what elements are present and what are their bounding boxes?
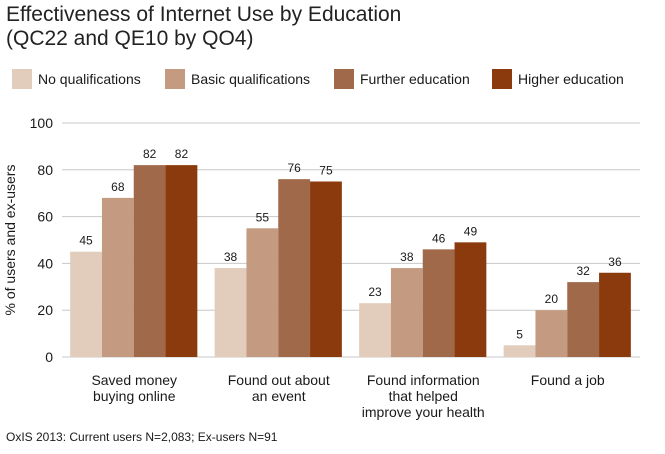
bar [310,181,342,357]
x-category-label: Found information [367,372,480,388]
legend-label: Further education [360,71,470,87]
bar [503,345,536,357]
y-tick-label: 100 [30,115,54,131]
bar [165,165,198,357]
bar [535,310,568,357]
x-category-label: Found a job [531,372,605,388]
bar [214,268,247,357]
data-label: 5 [516,327,523,341]
bar [133,165,166,357]
bar [454,242,487,357]
legend-swatch [12,69,32,89]
data-label: 75 [319,164,333,178]
data-label: 82 [175,147,189,161]
bar [567,282,600,357]
legend-swatch [165,69,185,89]
data-label: 20 [545,292,559,306]
legend-label: Basic qualifications [191,71,311,87]
data-label: 68 [111,180,125,194]
legend-label: Higher education [518,71,624,87]
y-tick-label: 80 [37,162,53,178]
y-tick-label: 40 [37,255,53,271]
data-label: 76 [287,161,301,175]
y-axis-title: % of users and ex-users [2,165,18,316]
data-label: 55 [256,210,270,224]
chart-title: Effectiveness of Internet Use by Educati… [6,3,401,51]
data-label: 32 [576,264,590,278]
data-label: 38 [400,250,414,264]
chart-title-line-1: Effectiveness of Internet Use by Educati… [6,3,402,26]
legend-swatch [492,69,512,89]
source-note: OxIS 2013: Current users N=2,083; Ex-use… [6,430,278,444]
x-category-label: Saved money [91,372,177,388]
legend-item-higher-education: Higher education [492,68,624,90]
legend-item-no-qualifications: No qualifications [12,68,141,90]
data-label: 38 [224,250,238,264]
x-category-label: improve your health [362,404,485,420]
y-tick-label: 0 [45,349,53,365]
bar [422,249,455,357]
bar [599,272,631,357]
legend-item-further-education: Further education [334,68,470,90]
data-label: 49 [464,224,478,238]
data-label: 45 [79,234,93,248]
legend-swatch [334,69,354,89]
bar [278,179,311,357]
data-label: 23 [368,285,382,299]
y-tick-label: 20 [37,302,53,318]
bar [70,251,102,357]
chart-title-line-2: (QC22 and QE10 by QO4) [6,27,254,50]
x-category-label: that helped [389,388,458,404]
data-label: 46 [432,231,446,245]
bar [246,228,279,357]
bar [359,303,391,357]
legend-label: No qualifications [38,71,141,87]
data-label: 82 [143,147,157,161]
bar [390,268,423,357]
data-label: 36 [608,255,622,269]
legend-item-basic-qualifications: Basic qualifications [165,68,310,90]
x-category-label: an event [252,388,306,404]
x-category-label: buying online [93,388,176,404]
y-tick-label: 60 [37,209,53,225]
bar [101,197,134,357]
x-category-label: Found out about [228,372,330,388]
